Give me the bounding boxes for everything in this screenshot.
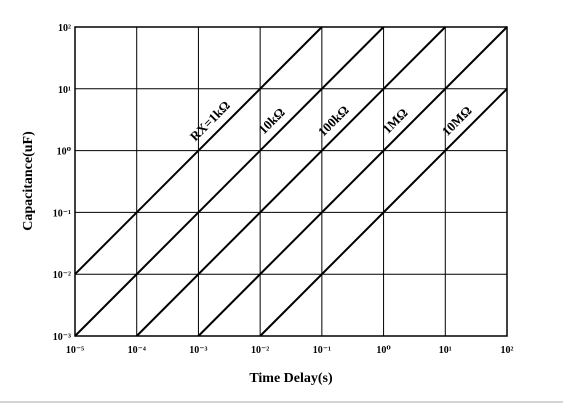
- y-tick-label: 10⁻²: [53, 270, 71, 281]
- y-tick-label: 10⁻³: [53, 332, 71, 343]
- x-tick-label: 10⁻³: [189, 345, 207, 356]
- y-tick-label: 10⁻¹: [53, 208, 71, 219]
- series-line: [74, 26, 385, 337]
- x-tick-label: 10⁻¹: [313, 345, 331, 356]
- y-axis-title: Capacitance(uF): [21, 131, 36, 231]
- y-tick-label: 10⁰: [57, 147, 72, 158]
- series-line: [74, 26, 323, 275]
- series-line: [259, 88, 508, 337]
- y-tick-label: 10²: [58, 23, 71, 34]
- x-tick-label: 10⁻²: [251, 345, 269, 356]
- x-tick-label: 10⁻⁵: [66, 345, 84, 356]
- x-axis-title: Time Delay(s): [249, 371, 333, 386]
- x-tick-label: 10⁻⁴: [128, 345, 146, 356]
- plot-frame: [74, 26, 508, 337]
- x-tick-label: 10⁰: [376, 345, 391, 356]
- x-tick-label: 10¹: [439, 345, 452, 356]
- series-line: [136, 26, 446, 337]
- x-tick-label: 10²: [501, 345, 514, 356]
- series-line: [197, 26, 508, 337]
- y-tick-label: 10¹: [58, 85, 71, 96]
